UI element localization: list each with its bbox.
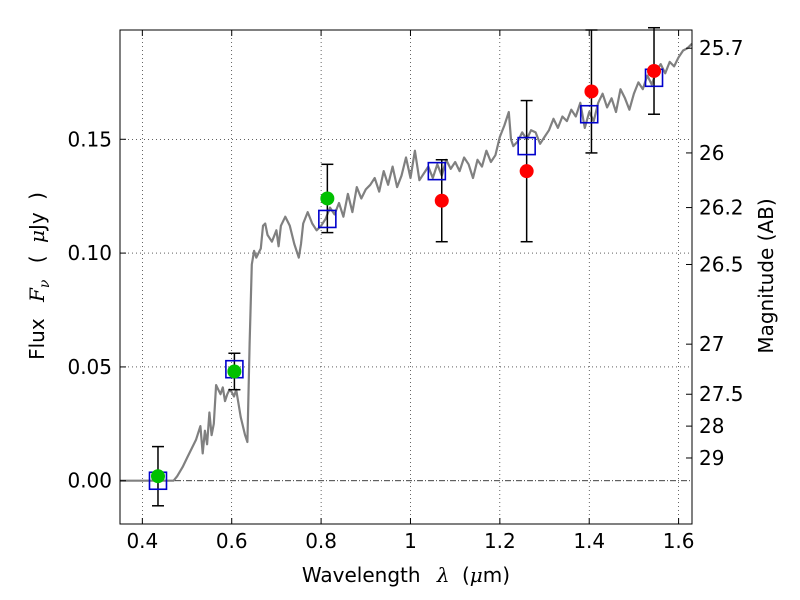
y-tick-label: 0.15	[67, 127, 112, 151]
model-photometry-square	[517, 136, 536, 156]
x-tick-label: 1.2	[484, 529, 516, 553]
y-axis-label: Flux Fν ( μJy )	[25, 192, 54, 360]
y2-tick-label: 29	[699, 446, 724, 470]
model-spectrum	[120, 42, 693, 482]
x-tick-label: 1.6	[663, 529, 695, 553]
y2-tick-label: 27.5	[699, 382, 744, 406]
y2-tick-label: 25.7	[699, 36, 744, 60]
y2-tick-labels: 25.7 26 26.2 26.5 27 27.5 28 29	[699, 36, 744, 470]
y-tick-labels: 0.00 0.05 0.10 0.15	[67, 127, 112, 492]
y2-tick-label: 26.2	[699, 196, 744, 220]
observed-photometry-points	[150, 63, 662, 484]
y2-tick-label: 27	[699, 332, 724, 356]
y-tick-label: 0.00	[67, 469, 112, 493]
x-axis-label: Wavelength λ (μm)	[302, 563, 510, 587]
optical-data-point	[320, 191, 335, 206]
y2-tick-label: 26.5	[699, 252, 744, 276]
y2-tick-label: 26	[699, 141, 724, 165]
tick-marks	[120, 30, 692, 524]
optical-data-point	[227, 364, 242, 379]
x-tick-labels: 0.4 0.6 0.8 1 1.2 1.4 1.6	[126, 529, 694, 553]
model-photometry-square	[427, 161, 447, 181]
y-tick-label: 0.05	[67, 355, 112, 379]
x-tick-label: 0.8	[305, 529, 337, 553]
spectrum-line	[120, 42, 693, 482]
y2-tick-label: 28	[699, 414, 724, 438]
nir-data-point	[519, 164, 534, 179]
plot-frame	[119, 29, 693, 525]
y-tick-label: 0.10	[67, 241, 112, 265]
nir-data-point	[647, 63, 662, 78]
nir-data-point	[584, 84, 599, 99]
optical-data-point	[150, 469, 165, 484]
model-photometry-squares	[148, 68, 664, 491]
model-photometry-square	[579, 104, 599, 124]
y2-axis-label: Magnitude (AB)	[754, 198, 778, 353]
x-tick-label: 1	[404, 529, 417, 553]
grid	[120, 30, 692, 524]
x-tick-label: 0.6	[216, 529, 248, 553]
nir-data-point	[434, 193, 449, 208]
x-tick-label: 1.4	[573, 529, 605, 553]
x-tick-label: 0.4	[126, 529, 158, 553]
model-photometry-square	[318, 209, 337, 229]
